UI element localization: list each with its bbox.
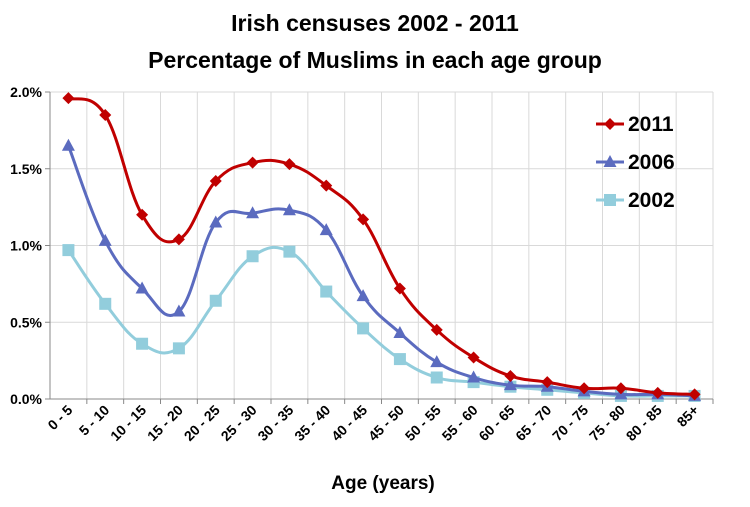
x-tick-label: 40 - 45 bbox=[328, 402, 370, 444]
x-tick-label: 50 - 55 bbox=[402, 402, 444, 444]
legend: 2011 2006 2002 bbox=[596, 113, 675, 212]
data-point-2002 bbox=[246, 250, 259, 263]
data-point-2006 bbox=[430, 355, 444, 368]
y-tick-label: 1.5% bbox=[10, 161, 42, 177]
data-point-2002 bbox=[62, 244, 75, 257]
data-point-2002 bbox=[172, 342, 185, 355]
series-group bbox=[61, 92, 702, 402]
legend-item-2002: 2002 bbox=[596, 189, 675, 212]
data-point-2011 bbox=[578, 382, 591, 395]
legend-marker bbox=[603, 155, 617, 167]
data-point-2011 bbox=[504, 369, 517, 382]
data-point-2011 bbox=[62, 92, 75, 105]
legend-label: 2006 bbox=[628, 151, 675, 174]
data-point-2011 bbox=[172, 233, 185, 246]
data-point-2006 bbox=[467, 370, 481, 383]
data-point-2011 bbox=[393, 282, 406, 295]
legend-item-2006: 2006 bbox=[596, 151, 675, 174]
x-tick-label: 25 - 30 bbox=[218, 402, 260, 444]
legend-marker bbox=[604, 118, 616, 130]
data-point-2011 bbox=[209, 175, 222, 188]
y-tick-label: 2.0% bbox=[10, 84, 42, 100]
legend-label: 2011 bbox=[628, 113, 674, 136]
x-tick-label: 65 - 70 bbox=[512, 402, 554, 444]
data-point-2006 bbox=[61, 138, 75, 151]
data-point-2006 bbox=[393, 325, 407, 338]
y-axis-ticks: 0.0% 0.5% 1.0% 1.5% 2.0% bbox=[10, 84, 50, 407]
data-point-2011 bbox=[320, 179, 333, 192]
data-point-2002 bbox=[99, 297, 112, 310]
y-tick-label: 0.0% bbox=[10, 391, 42, 407]
data-point-2011 bbox=[614, 382, 627, 395]
data-point-2006 bbox=[503, 378, 517, 391]
x-tick-label: 20 - 25 bbox=[181, 402, 223, 444]
x-axis-label: Age (years) bbox=[331, 473, 435, 494]
data-point-2006 bbox=[356, 289, 370, 302]
x-tick-label: 75 - 80 bbox=[586, 402, 628, 444]
data-point-2002 bbox=[357, 322, 370, 335]
data-point-2011 bbox=[651, 386, 664, 399]
x-tick-label: 10 - 15 bbox=[107, 402, 149, 444]
x-tick-label: 80 - 85 bbox=[623, 402, 665, 444]
y-tick-label: 0.5% bbox=[10, 314, 42, 330]
data-point-2002 bbox=[136, 337, 149, 350]
gridlines bbox=[49, 91, 714, 400]
data-point-2006 bbox=[172, 304, 186, 317]
data-point-2002 bbox=[283, 245, 296, 258]
data-point-2011 bbox=[357, 213, 370, 226]
data-point-2011 bbox=[246, 156, 259, 169]
legend-marker bbox=[604, 194, 616, 206]
data-point-2011 bbox=[283, 158, 296, 171]
x-tick-label: 15 - 20 bbox=[144, 402, 186, 444]
data-point-2006 bbox=[135, 281, 149, 294]
chart-subtitle: Percentage of Muslims in each age group bbox=[148, 47, 602, 73]
series-2011 bbox=[62, 92, 701, 401]
data-point-2011 bbox=[467, 351, 480, 364]
x-tick-label: 45 - 50 bbox=[365, 402, 407, 444]
x-tick-label: 85+ bbox=[674, 402, 702, 430]
x-tick-label: 55 - 60 bbox=[439, 402, 481, 444]
data-point-2006 bbox=[98, 233, 112, 246]
x-tick-label: 60 - 65 bbox=[475, 402, 517, 444]
data-point-2006 bbox=[282, 203, 296, 216]
x-tick-label: 70 - 75 bbox=[549, 402, 591, 444]
data-point-2011 bbox=[99, 109, 112, 122]
data-point-2006 bbox=[319, 223, 333, 236]
y-tick-label: 1.0% bbox=[10, 238, 42, 254]
data-point-2006 bbox=[209, 215, 223, 228]
data-point-2011 bbox=[136, 208, 149, 221]
data-point-2011 bbox=[688, 388, 701, 401]
data-point-2006 bbox=[246, 206, 260, 219]
data-point-2002 bbox=[430, 371, 443, 384]
data-point-2002 bbox=[209, 294, 222, 307]
chart-title: Irish censuses 2002 - 2011 bbox=[231, 10, 519, 36]
data-point-2002 bbox=[393, 353, 406, 366]
legend-label: 2002 bbox=[628, 189, 675, 212]
data-point-2011 bbox=[430, 323, 443, 336]
x-tick-label: 0 - 5 bbox=[44, 402, 75, 433]
legend-item-2011: 2011 bbox=[596, 113, 674, 136]
x-tick-label: 35 - 40 bbox=[291, 402, 333, 444]
data-point-2011 bbox=[541, 376, 554, 389]
x-tick-label: 30 - 35 bbox=[254, 402, 296, 444]
data-point-2002 bbox=[320, 285, 333, 298]
